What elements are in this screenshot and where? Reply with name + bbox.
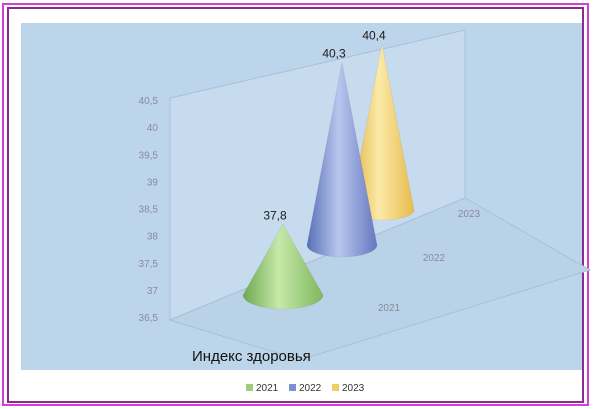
depth-axis-label: 2023 [458, 209, 481, 220]
legend-label-2022: 2022 [299, 383, 322, 394]
y-tick-label: 36,5 [139, 313, 159, 324]
legend-label-2023: 2023 [342, 383, 365, 394]
legend-label-2021: 2021 [256, 383, 279, 394]
y-tick-label: 38,5 [139, 205, 159, 216]
depth-axis-label: 2021 [378, 303, 401, 314]
cone-2021 [242, 223, 324, 310]
y-tick-label: 37,5 [139, 259, 159, 270]
data-label-2022: 40,3 [322, 47, 346, 61]
legend-swatch-2021 [246, 384, 253, 391]
y-tick-label: 37 [147, 286, 159, 297]
cone-2022 [306, 62, 378, 258]
y-tick-label: 40 [147, 123, 159, 134]
y-tick-label: 39,5 [139, 150, 159, 161]
legend-swatch-2023 [332, 384, 339, 391]
data-label-2023: 40,4 [362, 28, 386, 42]
y-tick-label: 38 [147, 232, 159, 243]
y-tick-label: 40,5 [139, 96, 159, 107]
legend-swatch-2022 [289, 384, 296, 391]
data-label-2021: 37,8 [263, 208, 287, 222]
depth-axis-label: 2022 [423, 253, 446, 264]
chart-title: Индекс здоровья [192, 348, 311, 365]
y-tick-label: 39 [147, 177, 159, 188]
